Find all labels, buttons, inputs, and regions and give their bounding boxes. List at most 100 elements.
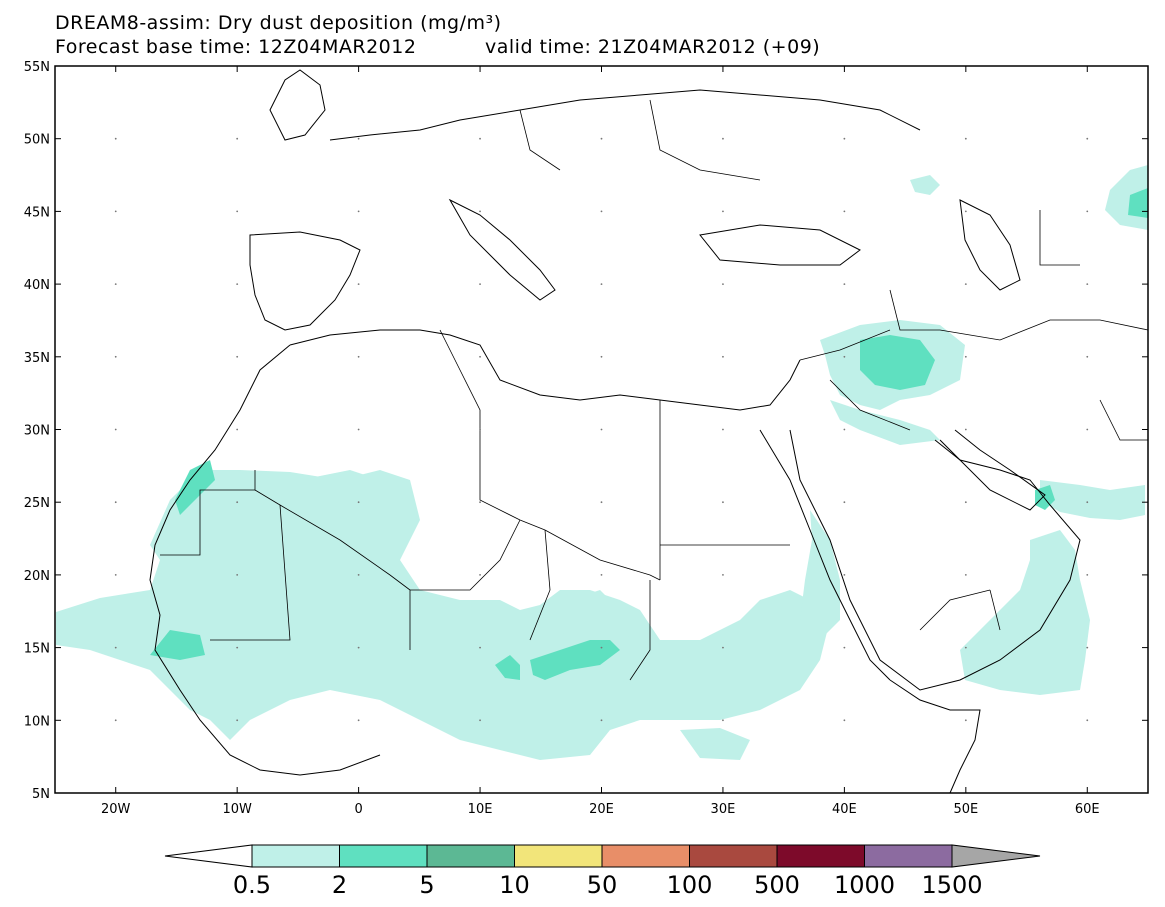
colorbar: 0.5 2 5 10 50 100 500 1000 1500 (164, 844, 1041, 899)
grid-dot (114, 574, 117, 576)
grid-dot (722, 428, 724, 431)
dust-core-chad (530, 640, 620, 680)
grid-dot (357, 501, 360, 504)
grid-dot (843, 283, 846, 285)
lat-label: 55N (24, 60, 50, 75)
grid-dot (843, 719, 846, 722)
grid-dot (114, 210, 117, 213)
colorbar-label: 50 (587, 871, 618, 899)
grid-dot (600, 719, 603, 722)
colorbar-swatch (426, 844, 515, 868)
colorbar-swatch (601, 844, 690, 868)
coast-red-sea (759, 429, 891, 681)
grid-dot (479, 355, 481, 358)
grid-dot (722, 646, 724, 649)
dust-field-light (56, 165, 1148, 760)
grid-dot (964, 501, 967, 504)
grid-dot (357, 719, 360, 722)
dust-area-red-sea (800, 510, 840, 640)
latitude-axis: 55N 50N 45N 40N 35N 30N 25N 20N 15N 10N 5N (24, 60, 1148, 802)
grid-dot (843, 428, 846, 431)
grid-dot (114, 137, 117, 140)
dust-area-sahel-west (56, 470, 830, 760)
lon-label: 10W (222, 802, 252, 817)
lon-label: 0 (354, 802, 362, 817)
dust-area-mali-niger (300, 470, 380, 530)
coast-arabia (789, 429, 1081, 691)
grid-dot (1086, 355, 1089, 358)
map-title: DREAM8-assim: Dry dust deposition (mg/m³… (55, 12, 502, 34)
grid-dot (600, 646, 603, 649)
valid-time: valid time: 21Z04MAR2012 (+09) (485, 36, 821, 58)
grid-dot (479, 137, 481, 140)
grid-dot (964, 428, 967, 431)
colorbar-label: 2 (332, 871, 347, 899)
grid-dot (357, 283, 360, 285)
lon-label: 10E (468, 802, 493, 817)
grid-dot (1086, 646, 1089, 649)
grid-dot (114, 355, 117, 358)
grid-dot (843, 646, 846, 649)
coast-persian-gulf (934, 429, 1046, 511)
dust-area-oman (1040, 480, 1145, 520)
grid-dot (722, 574, 724, 576)
lat-label: 35N (24, 351, 50, 366)
grid-dot (114, 719, 117, 722)
coast-east-africa (889, 679, 981, 794)
grid-dot (236, 137, 239, 140)
lon-label: 40E (832, 802, 857, 817)
grid-dot (722, 210, 724, 213)
grid-dot (479, 283, 481, 285)
grid-dot (722, 501, 724, 504)
lon-label: 20W (101, 802, 131, 817)
lat-label: 25N (24, 496, 50, 511)
grid-dot (722, 283, 724, 285)
grid-dot (964, 355, 967, 358)
colorbar-swatch (339, 844, 428, 868)
colorbar-label: 0.5 (233, 871, 271, 899)
dust-core-iraq (860, 335, 935, 390)
lat-label: 15N (24, 642, 50, 657)
grid-dot (964, 283, 967, 285)
lat-label: 40N (24, 278, 50, 293)
lon-label: 50E (953, 802, 978, 817)
coast-italy (448, 198, 556, 301)
dust-core-niger (495, 655, 520, 680)
grid-dot (1086, 501, 1089, 504)
lon-label: 60E (1075, 802, 1100, 817)
grid-dot (114, 428, 117, 431)
grid-dot (479, 719, 481, 722)
grid-dot (964, 137, 967, 140)
grid-dot (479, 646, 481, 649)
colorbar-label: 1500 (921, 871, 982, 899)
grid-dot (357, 137, 360, 140)
grid-dot (114, 283, 117, 285)
coast-europe (329, 89, 921, 141)
dust-area-arabian-sea (960, 530, 1090, 695)
grid-dot (964, 646, 967, 649)
grid-dot (236, 501, 239, 504)
grid-dot (843, 137, 846, 140)
grid-dot (357, 646, 360, 649)
grid-dot (600, 355, 603, 358)
grid-dot (964, 574, 967, 576)
colorbar-high-arrow (951, 844, 1041, 868)
grid-dot (236, 646, 239, 649)
lat-label: 50N (24, 133, 50, 148)
colorbar-swatch (776, 844, 865, 868)
grid-dot (479, 574, 481, 576)
dust-area-east-africa (680, 728, 750, 760)
grid-dot (1086, 428, 1089, 431)
grid-dot (600, 137, 603, 140)
grid-dot (843, 210, 846, 213)
grid-dot (1086, 719, 1089, 722)
coast-caspian (959, 199, 1021, 291)
colorbar-label: 1000 (834, 871, 895, 899)
grid-dot (236, 210, 239, 213)
grid-dot (479, 428, 481, 431)
dust-core-mauritania (175, 460, 215, 515)
grid-dot (357, 355, 360, 358)
lat-label: 30N (24, 424, 50, 439)
dust-core-senegal (150, 630, 205, 660)
